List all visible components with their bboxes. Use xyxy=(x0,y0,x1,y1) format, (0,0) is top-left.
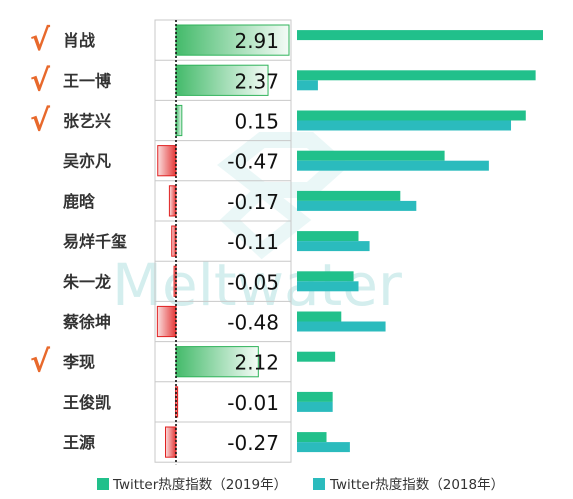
bar-2019 xyxy=(297,391,333,402)
delta-table: 2.91 2.37 0.15 -0.47 -0.17 -0.11 -0.05 -0.48 2.1… xyxy=(154,19,292,465)
delta-bar-positive xyxy=(175,24,290,56)
delta-value-label: -0.47 xyxy=(227,150,279,174)
bar-area xyxy=(297,30,543,453)
delta-bar-negative xyxy=(156,305,177,338)
row-name-label: 蔡徐坤 xyxy=(62,313,111,332)
legend-swatch-2019 xyxy=(97,478,109,490)
bar-2018 xyxy=(297,200,417,211)
delta-value-label: 2.91 xyxy=(234,29,279,53)
row-name-label: 鹿晗 xyxy=(63,192,96,211)
bar-2018 xyxy=(297,281,359,292)
delta-bar-negative xyxy=(168,185,177,217)
delta-bar-negative xyxy=(165,426,177,458)
bar-2019 xyxy=(297,70,536,81)
delta-value-label: -0.11 xyxy=(227,230,279,254)
bar-2019 xyxy=(297,190,401,201)
bar-2018 xyxy=(297,401,333,412)
check-mark-icon: √ xyxy=(30,104,51,139)
bar-2019 xyxy=(297,231,359,242)
bar-2018 xyxy=(297,160,489,171)
bar-2018 xyxy=(297,442,350,453)
delta-value-label: -0.17 xyxy=(227,190,279,214)
check-mark-icon: √ xyxy=(30,345,51,380)
delta-value-label: -0.01 xyxy=(227,391,279,415)
row-name-label: 李现 xyxy=(62,353,95,372)
bar-2019 xyxy=(297,150,445,161)
row-name-label: 易烊千玺 xyxy=(63,232,127,251)
delta-value-label: 2.37 xyxy=(234,69,279,93)
bar-2018 xyxy=(297,120,512,131)
bar-2019 xyxy=(297,432,327,443)
row-name-label: 王俊凯 xyxy=(63,393,111,412)
delta-bar-positive xyxy=(175,346,259,378)
legend-swatch-2018 xyxy=(313,478,325,490)
delta-bar-negative xyxy=(157,145,177,177)
bar-2019 xyxy=(297,110,526,121)
delta-value-label: 2.12 xyxy=(234,351,279,375)
delta-value-label: -0.48 xyxy=(227,311,279,335)
bar-2019 xyxy=(297,311,342,322)
legend-label-2019: Twitter热度指数（2019年） xyxy=(113,477,288,493)
bar-2018 xyxy=(297,241,370,252)
delta-bar-positive xyxy=(175,104,183,137)
row-name-label: 张艺兴 xyxy=(63,112,111,131)
row-name-label: 吴亦凡 xyxy=(63,152,111,171)
bar-2018 xyxy=(297,80,318,91)
check-mark-icon: √ xyxy=(30,63,51,98)
check-mark-icon: √ xyxy=(30,23,51,58)
bar-2018 xyxy=(297,321,386,332)
delta-value-label: -0.05 xyxy=(227,270,279,294)
delta-value-label: -0.27 xyxy=(227,431,279,455)
row-name-label: 朱一龙 xyxy=(63,272,111,291)
table-border xyxy=(154,19,292,463)
row-name-label: 王一博 xyxy=(63,71,111,90)
bar-2019 xyxy=(297,351,336,362)
delta-value-label: 0.15 xyxy=(234,110,279,134)
row-name-label: 肖战 xyxy=(63,31,95,50)
delta-bar-positive xyxy=(175,64,269,96)
row-name-label: 王源 xyxy=(63,433,95,452)
bar-2019 xyxy=(297,271,354,282)
legend-label-2018: Twitter热度指数（2018年） xyxy=(330,477,505,493)
legend: Twitter热度指数（2019年） Twitter热度指数（2018年） xyxy=(0,472,573,496)
bar-2019 xyxy=(297,30,543,41)
